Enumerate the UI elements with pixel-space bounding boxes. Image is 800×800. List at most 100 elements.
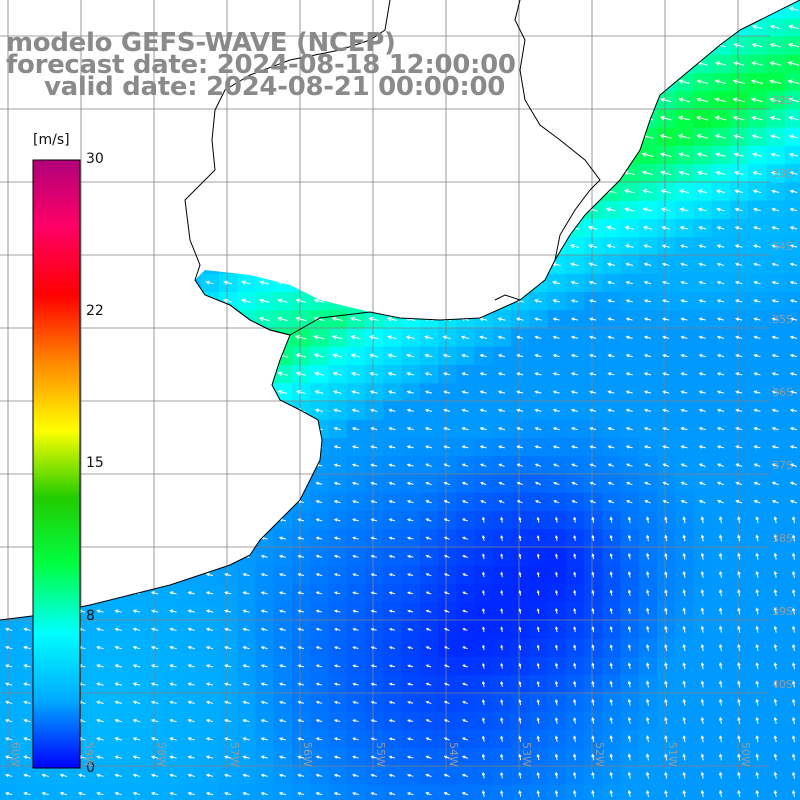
wind-arrow (350, 335, 361, 340)
wind-arrow (645, 789, 650, 798)
wind-arrow (460, 335, 470, 340)
wind-arrow (536, 644, 540, 651)
wind-arrow (425, 554, 432, 559)
wind-arrow (333, 682, 341, 686)
wind-arrow (534, 445, 542, 449)
wind-arrow (23, 700, 31, 705)
wind-arrow (755, 570, 759, 579)
wind-arrow (387, 353, 397, 358)
wind-arrow (589, 299, 597, 303)
wind-arrow (479, 463, 487, 467)
wind-arrow (643, 445, 651, 449)
wind-arrow (697, 207, 707, 212)
wind-arrow (260, 609, 268, 613)
wind-arrow (260, 718, 268, 723)
wind-arrow (573, 534, 577, 541)
wind-arrow (370, 609, 377, 613)
lat-label: 38S (772, 532, 793, 545)
wind-arrow (187, 718, 195, 723)
wind-arrow (773, 534, 778, 542)
wind-arrow (481, 516, 485, 523)
wind-arrow (789, 262, 798, 267)
wind-arrow (516, 426, 524, 431)
wind-arrow (662, 335, 670, 340)
wind-arrow (500, 534, 504, 541)
wind-arrow (662, 463, 670, 467)
wind-arrow (96, 645, 104, 650)
wind-arrow (573, 717, 577, 724)
wind-arrow (114, 737, 123, 741)
wind-arrow (370, 500, 378, 504)
lat-label: 34S (772, 240, 793, 253)
wind-arrow (369, 353, 379, 358)
wind-arrow (609, 571, 613, 578)
wind-arrow (497, 353, 506, 358)
wind-arrow (242, 682, 250, 686)
wind-arrow (773, 570, 778, 579)
wind-arrow (591, 771, 595, 779)
wind-arrow (205, 773, 214, 778)
wind-arrow (315, 554, 323, 559)
wind-arrow (407, 573, 414, 577)
wind-arrow (315, 518, 323, 522)
wind-arrow (187, 755, 195, 759)
field-cell (273, 784, 293, 800)
wind-arrow (573, 662, 577, 669)
wind-arrow (500, 516, 504, 523)
colorbar-tick-22: 22 (86, 303, 104, 319)
wind-arrow (132, 737, 141, 741)
wind-arrow (627, 698, 632, 706)
field-cell (784, 91, 800, 111)
wind-arrow (242, 609, 250, 613)
field-cell (18, 784, 38, 800)
wind-arrow (552, 426, 560, 431)
wind-arrow (753, 408, 761, 413)
wind-arrow (682, 625, 686, 633)
wind-arrow (425, 536, 432, 540)
wind-arrow (771, 463, 779, 467)
field-cell (109, 784, 129, 800)
wind-arrow (664, 534, 668, 542)
wind-arrow (187, 737, 195, 741)
wind-arrow (260, 591, 268, 595)
field-cell (784, 36, 800, 56)
wind-arrow (315, 791, 323, 796)
wind-arrow (554, 753, 559, 761)
wind-arrow (96, 700, 104, 705)
wind-arrow (718, 552, 723, 560)
wind-arrow (664, 589, 668, 597)
wind-arrow (788, 6, 799, 12)
wind-arrow (788, 134, 799, 139)
wind-arrow (751, 24, 763, 30)
wind-arrow (259, 280, 269, 285)
wind-arrow (718, 625, 723, 633)
wind-arrow (500, 644, 504, 651)
wind-arrow (661, 225, 671, 230)
wind-arrow (333, 518, 341, 522)
wind-arrow (536, 589, 540, 596)
wind-arrow (4, 755, 13, 759)
field-cell (200, 784, 220, 800)
wind-arrow (627, 552, 632, 560)
lon-label: 59W (82, 742, 95, 767)
wind-arrow (643, 335, 652, 340)
wind-arrow (443, 609, 450, 613)
wind-arrow (716, 390, 725, 394)
wind-arrow (680, 244, 688, 248)
wind-arrow (627, 571, 632, 578)
wind-arrow (753, 353, 761, 358)
wind-arrow (770, 152, 780, 158)
wind-arrow (406, 481, 414, 486)
wind-arrow (187, 773, 195, 778)
wind-arrow (518, 662, 522, 669)
wind-arrow (771, 207, 780, 212)
wind-arrow (787, 79, 800, 84)
wind-arrow (350, 353, 361, 358)
wind-arrow (643, 280, 652, 285)
wind-arrow (497, 390, 506, 394)
wind-arrow (223, 682, 232, 686)
wind-arrow (661, 262, 670, 267)
field-cell (784, 164, 800, 184)
wind-arrow (735, 445, 743, 449)
wind-arrow (425, 792, 432, 796)
